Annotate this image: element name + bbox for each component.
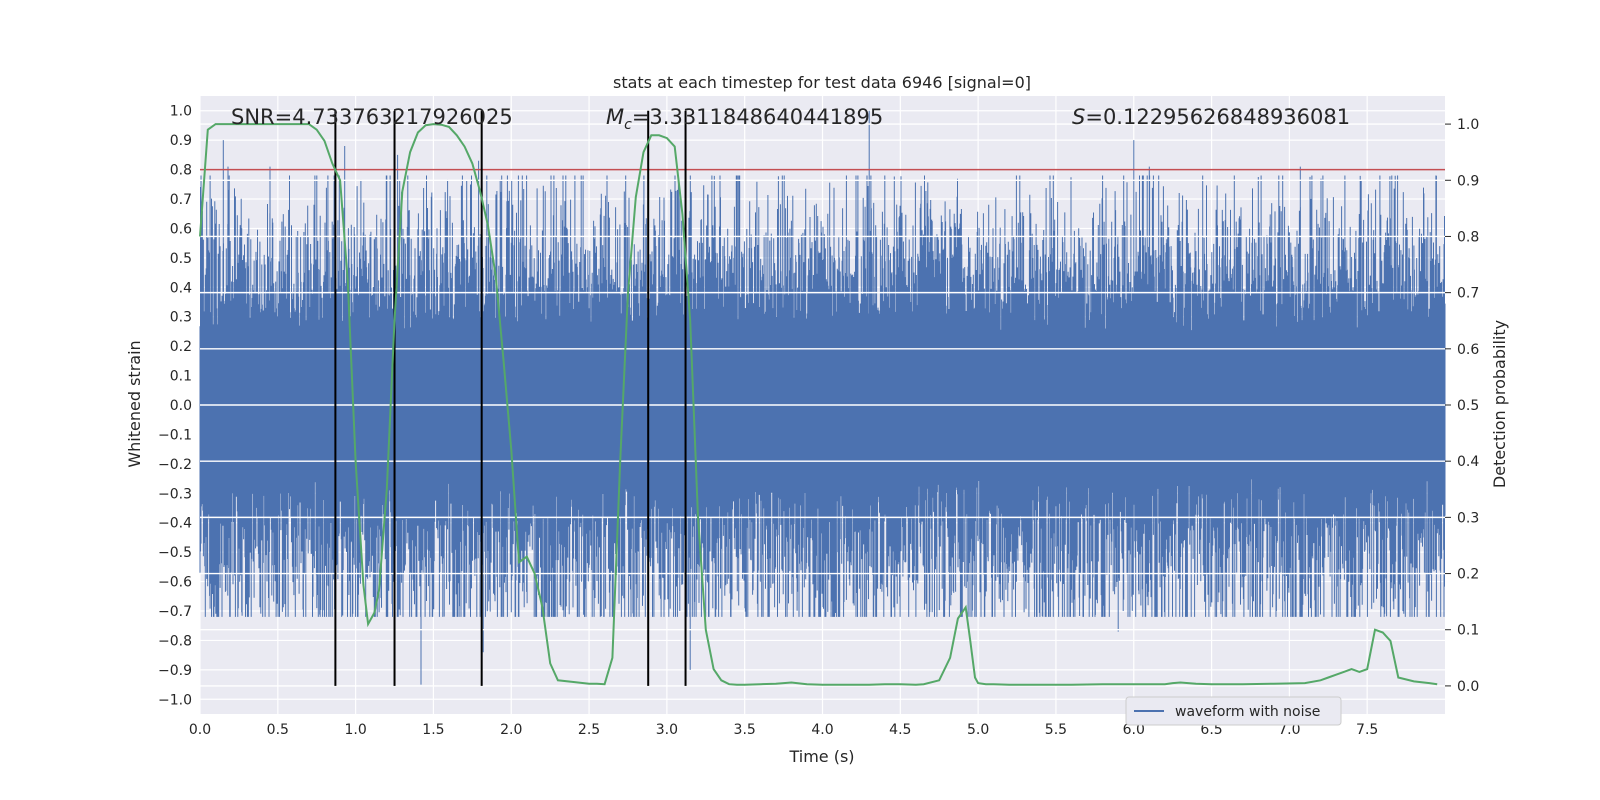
right-axis-grid: [200, 123, 1445, 687]
left-tick-label: −0.1: [158, 427, 192, 443]
x-tick-label: 6.5: [1200, 722, 1222, 738]
left-tick-label: 1.0: [170, 104, 192, 120]
left-tick-label: −0.9: [158, 663, 192, 679]
x-tick-label: 5.0: [967, 722, 989, 738]
legend-box: [1125, 696, 1342, 726]
left-tick-label: 0.4: [170, 280, 192, 296]
x-tick-label: 1.0: [344, 722, 366, 738]
left-tick-label: 0.1: [170, 369, 192, 385]
x-tick-label: 0.5: [267, 722, 289, 738]
right-tick-label: 1.0: [1457, 117, 1479, 133]
s-annotation: S=0.12295626848936081: [1072, 105, 1350, 129]
x-tick-label: 1.5: [422, 722, 444, 738]
snr-annotation: SNR=4.733763217926025: [231, 105, 513, 129]
right-tick-label: 0.9: [1457, 173, 1479, 189]
left-tick-label: 0.6: [170, 221, 192, 237]
right-tick-label: 0.3: [1457, 510, 1479, 526]
x-tick-label: 3.0: [656, 722, 678, 738]
chart-title: stats at each timestep for test data 694…: [613, 73, 1031, 92]
left-axis-ticks: 1.0 0.9 0.8 0.7 0.6 0.5 0.4 0.3 0.2 0.1 0.0 −0.1 −0.…: [158, 104, 192, 709]
s-value: =0.12295626848936081: [1085, 105, 1350, 129]
right-axis-ticks: 1.0 0.9 0.8 0.7 0.6 0.5 0.4 0.3 0.2 0.1 0.0: [1445, 117, 1479, 695]
left-tick-label: 0.7: [170, 192, 192, 208]
x-axis-label: Time (s): [788, 747, 854, 766]
left-tick-label: −0.7: [158, 604, 192, 620]
x-tick-label: 3.5: [734, 722, 756, 738]
left-tick-label: −0.8: [158, 633, 192, 649]
left-tick-label: 0.5: [170, 251, 192, 267]
left-tick-label: 0.0: [170, 398, 192, 414]
x-tick-label: 2.5: [578, 722, 600, 738]
left-tick-label: 0.3: [170, 310, 192, 326]
left-tick-label: −0.4: [158, 516, 192, 532]
legend-label: waveform with noise: [1175, 704, 1320, 720]
detection-probability-line: [199, 123, 1438, 686]
x-tick-label: 2.0: [500, 722, 522, 738]
x-tick-label: 7.0: [1278, 722, 1300, 738]
x-tick-label: 0.0: [189, 722, 211, 738]
right-axis-label: Detection probability: [1490, 320, 1509, 488]
s-symbol: S: [1072, 105, 1085, 129]
legend: waveform with noise: [1125, 696, 1342, 726]
left-tick-label: 0.2: [170, 339, 192, 355]
right-tick-label: 0.0: [1457, 679, 1479, 695]
left-axis-label: Whitened strain: [125, 340, 144, 467]
x-axis-ticks: 0.0 0.5 1.0 1.5 2.0 2.5 3.0 3.5 4.0 4.5 5.0 5.5 6.0 6…: [189, 722, 1378, 738]
right-tick-label: 0.6: [1457, 342, 1479, 358]
right-tick-label: 0.8: [1457, 229, 1479, 245]
right-tick-label: 0.5: [1457, 398, 1479, 414]
left-tick-label: 0.8: [170, 163, 192, 179]
x-tick-label: 7.5: [1356, 722, 1378, 738]
left-tick-label: −0.2: [158, 457, 192, 473]
x-tick-label: 4.0: [811, 722, 833, 738]
x-tick-label: 5.5: [1045, 722, 1067, 738]
mc-symbol: M: [606, 105, 624, 129]
vertical-markers: [334, 110, 687, 686]
left-tick-label: −0.3: [158, 486, 192, 502]
chirp-mass-annotation: Mc=3.3311848640441895: [606, 105, 883, 133]
left-tick-label: 0.9: [170, 133, 192, 149]
left-tick-label: −1.0: [158, 692, 192, 708]
right-tick-label: 0.7: [1457, 286, 1479, 302]
right-tick-label: 0.1: [1457, 623, 1479, 639]
mc-subscript: c: [624, 117, 632, 133]
right-tick-label: 0.2: [1457, 567, 1479, 583]
left-tick-label: −0.6: [158, 575, 192, 591]
mc-value: =3.3311848640441895: [632, 105, 883, 129]
x-tick-label: 6.0: [1123, 722, 1145, 738]
x-tick-label: 4.5: [889, 722, 911, 738]
left-tick-label: −0.5: [158, 545, 192, 561]
right-tick-label: 0.4: [1457, 454, 1479, 470]
